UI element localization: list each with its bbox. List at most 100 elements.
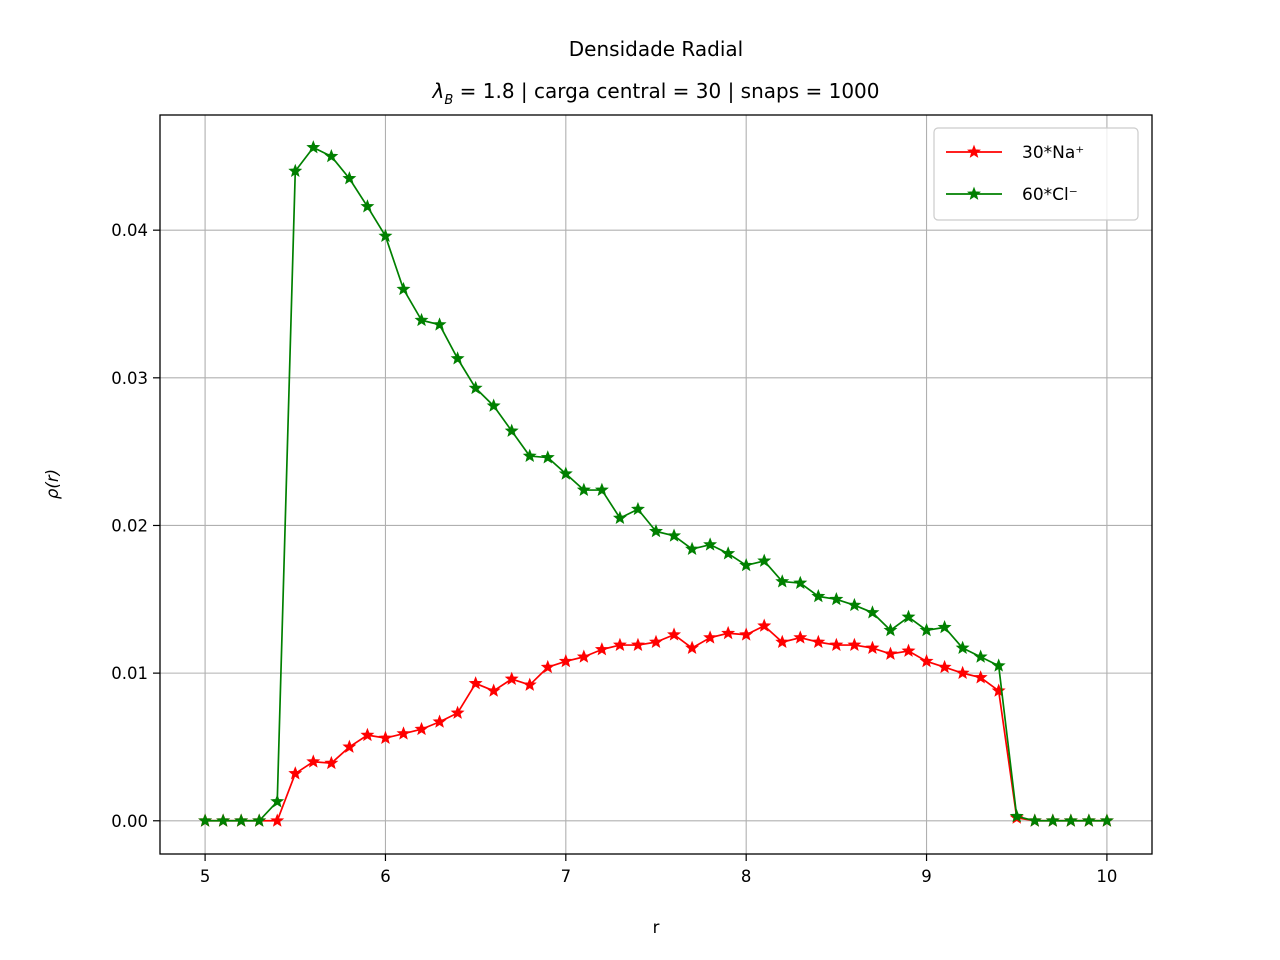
- x-tick-label: 6: [380, 867, 391, 886]
- data-point: [306, 754, 321, 768]
- data-point: [486, 398, 501, 412]
- data-point: [793, 575, 808, 589]
- data-point: [703, 630, 718, 644]
- data-point: [396, 281, 411, 296]
- data-point: [739, 627, 754, 641]
- data-point: [522, 677, 537, 691]
- data-point: [630, 637, 645, 652]
- data-point: [234, 813, 249, 827]
- data-point: [396, 726, 411, 740]
- data-point: [576, 649, 591, 663]
- data-point: [1063, 813, 1078, 827]
- axes: 5 6 7 8 9 10 0.00 0.01 0.02 0.03 0.04: [111, 221, 1117, 886]
- data-point: [324, 755, 339, 770]
- data-point: [504, 671, 519, 685]
- series-2: [198, 140, 1114, 827]
- data-point: [685, 541, 700, 556]
- data-point: [847, 637, 862, 652]
- data-point: [991, 658, 1006, 672]
- data-point: [432, 714, 447, 728]
- data-point: [252, 813, 267, 827]
- plot-frame: [159, 114, 1153, 855]
- chart-subtitle: λB = 1.8 | carga central = 30 | snaps = …: [432, 79, 880, 108]
- data-point: [919, 653, 934, 668]
- x-tick-label: 8: [741, 867, 752, 886]
- data-point: [288, 163, 303, 178]
- data-point: [811, 589, 826, 603]
- data-point: [865, 640, 880, 654]
- x-tick-label: 10: [1096, 867, 1117, 886]
- data-point: [594, 642, 609, 656]
- data-point: [270, 813, 285, 827]
- data-point: [378, 228, 393, 243]
- data-point: [594, 482, 609, 496]
- x-tick-label: 9: [921, 867, 932, 886]
- data-point: [955, 640, 970, 654]
- y-tick-label: 0.04: [111, 221, 148, 240]
- data-point: [955, 665, 970, 680]
- data-point: [630, 501, 645, 516]
- data-point: [901, 609, 916, 623]
- data-point: [288, 766, 303, 780]
- data-point: [775, 574, 790, 588]
- series-layer: [198, 140, 1114, 827]
- data-point: [360, 727, 375, 742]
- data-point: [829, 637, 844, 652]
- y-tick-label: 0.02: [111, 516, 148, 535]
- data-point: [649, 634, 663, 649]
- data-point: [721, 625, 736, 640]
- data-point: [342, 171, 357, 185]
- data-point: [973, 670, 988, 684]
- data-point: [540, 659, 555, 674]
- data-point: [775, 634, 790, 649]
- data-point: [522, 448, 537, 463]
- data-point: [306, 140, 321, 154]
- x-tick-label: 5: [200, 867, 211, 886]
- x-tick-label: 7: [561, 867, 572, 886]
- y-tick-label: 0.01: [111, 664, 148, 683]
- data-point: [1045, 813, 1060, 827]
- y-axis-label: ρ(r): [43, 469, 62, 499]
- data-point: [649, 524, 663, 538]
- data-point: [486, 683, 501, 697]
- legend-marker: [967, 144, 981, 158]
- x-axis-label: r: [653, 918, 660, 937]
- data-point: [216, 813, 231, 827]
- data-point: [865, 605, 880, 619]
- data-point: [378, 730, 393, 745]
- data-point: [324, 149, 339, 163]
- data-point: [450, 351, 465, 365]
- data-point: [450, 705, 465, 719]
- data-point: [576, 482, 591, 496]
- data-point: [901, 643, 916, 657]
- legend-marker: [967, 186, 981, 200]
- data-point: [612, 637, 627, 652]
- chart-title: Densidade Radial: [569, 37, 743, 61]
- data-point: [829, 591, 844, 606]
- data-point: [721, 546, 736, 560]
- data-point: [540, 450, 555, 464]
- data-point: [468, 380, 483, 395]
- data-point: [432, 317, 447, 331]
- data-point: [1009, 809, 1024, 823]
- data-point: [558, 466, 573, 480]
- data-point: [504, 423, 519, 437]
- data-point: [883, 622, 898, 637]
- data-point: [360, 199, 375, 213]
- y-tick-label: 0.03: [111, 369, 148, 388]
- data-point: [414, 721, 429, 736]
- legend-box: [933, 127, 1139, 221]
- data-point: [1099, 813, 1114, 827]
- legend-label: 60*Cl⁻: [1022, 185, 1078, 205]
- data-point: [703, 537, 718, 551]
- data-point: [1081, 813, 1096, 827]
- data-point: [919, 622, 934, 637]
- data-point: [973, 649, 988, 663]
- data-point: [685, 640, 700, 654]
- data-point: [847, 597, 862, 612]
- data-point: [198, 813, 213, 827]
- data-point: [739, 558, 754, 572]
- data-point: [414, 312, 429, 327]
- data-point: [342, 739, 357, 753]
